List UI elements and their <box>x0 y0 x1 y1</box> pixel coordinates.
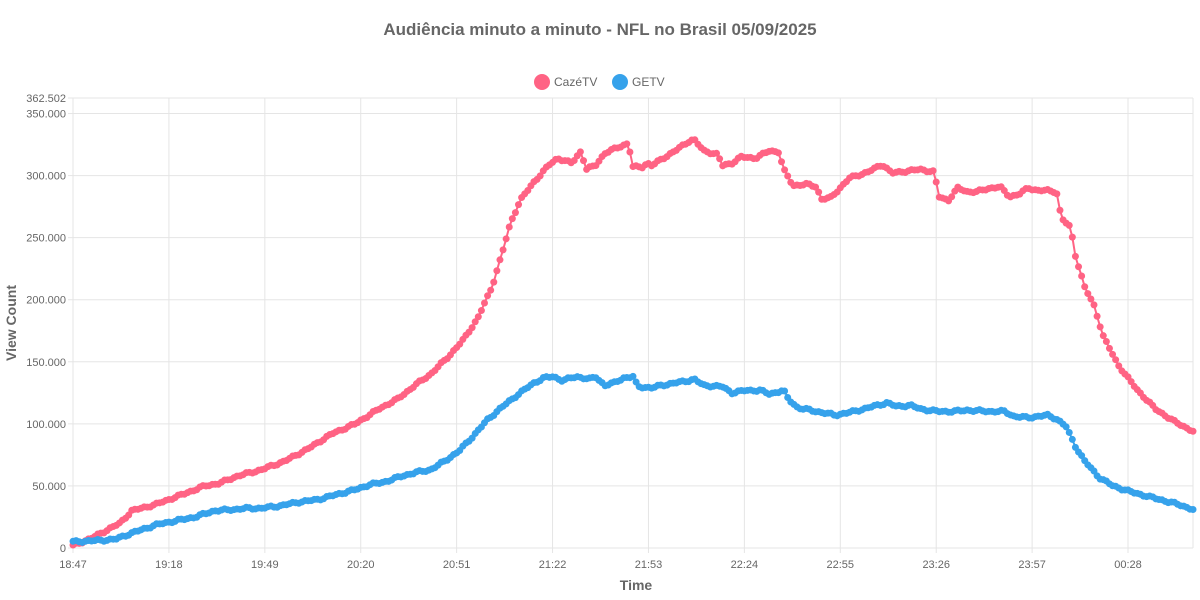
data-point[interactable] <box>1068 233 1076 241</box>
y-tick-label: 362.502 <box>26 93 66 105</box>
data-point[interactable] <box>1189 505 1197 513</box>
x-tick-label: 21:53 <box>635 559 663 571</box>
data-point[interactable] <box>508 215 516 223</box>
data-point[interactable] <box>1112 356 1120 364</box>
x-tick-label: 21:22 <box>539 559 567 571</box>
data-point[interactable] <box>713 149 721 157</box>
data-point[interactable] <box>1078 452 1086 460</box>
data-point[interactable] <box>629 372 637 380</box>
data-point[interactable] <box>471 318 479 326</box>
data-point[interactable] <box>1105 344 1113 352</box>
data-point[interactable] <box>1062 423 1070 431</box>
x-tick-label: 20:51 <box>443 559 471 571</box>
x-tick-label: 22:55 <box>827 559 855 571</box>
data-point[interactable] <box>474 313 482 321</box>
series-line <box>72 375 1194 544</box>
data-point[interactable] <box>480 299 488 307</box>
data-point[interactable] <box>1065 221 1073 229</box>
data-point[interactable] <box>580 157 587 165</box>
y-axis-ticks: 0 50.000 100.000 150.000 200.000 250.000 300.0… <box>26 93 73 555</box>
data-point[interactable] <box>511 209 519 217</box>
data-point[interactable] <box>623 140 631 148</box>
x-tick-label: 22:24 <box>731 559 759 571</box>
x-axis-title: Time <box>620 577 653 593</box>
x-tick-label: 18:47 <box>59 559 87 571</box>
y-tick-label: 0 <box>60 543 66 555</box>
x-tick-label: 23:57 <box>1018 559 1046 571</box>
data-point[interactable] <box>1090 301 1098 309</box>
data-point[interactable] <box>484 292 492 300</box>
data-point[interactable] <box>493 267 501 275</box>
data-point[interactable] <box>496 256 504 264</box>
y-tick-label: 250.000 <box>26 233 66 245</box>
x-tick-label: 23:26 <box>922 559 950 571</box>
y-tick-label: 350.000 <box>26 109 66 121</box>
data-point[interactable] <box>1087 295 1095 303</box>
y-tick-label: 50.000 <box>32 481 66 493</box>
y-axis-title: View Count <box>3 285 19 361</box>
data-point[interactable] <box>1068 435 1076 443</box>
y-tick-label: 200.000 <box>26 295 66 307</box>
series-getv <box>69 372 1197 546</box>
data-point[interactable] <box>468 324 476 332</box>
data-point[interactable] <box>477 307 485 315</box>
legend-label-getv: GETV <box>632 75 665 89</box>
data-point[interactable] <box>576 148 584 156</box>
chart-title: Audiência minuto a minuto - NFL no Brasi… <box>383 20 816 39</box>
legend-swatch-cazetv <box>534 74 550 90</box>
data-point[interactable] <box>932 178 940 186</box>
data-point[interactable] <box>1065 428 1073 436</box>
legend-swatch-getv <box>612 74 628 90</box>
data-point[interactable] <box>1109 350 1117 358</box>
data-point[interactable] <box>1099 332 1107 340</box>
data-point[interactable] <box>1078 272 1086 280</box>
data-point[interactable] <box>1084 290 1092 298</box>
series-caz-tv <box>69 136 1197 549</box>
data-point[interactable] <box>929 167 937 175</box>
y-tick-label: 300.000 <box>26 171 66 183</box>
y-tick-label: 150.000 <box>26 357 66 369</box>
data-point[interactable] <box>1096 323 1104 331</box>
data-point[interactable] <box>778 158 786 166</box>
x-tick-label: 19:49 <box>251 559 279 571</box>
series-line <box>72 138 1194 546</box>
x-tick-label: 00:28 <box>1114 559 1142 571</box>
legend[interactable]: CazéTV GETV <box>534 74 665 90</box>
data-point[interactable] <box>781 387 789 395</box>
data-point[interactable] <box>1081 283 1089 291</box>
data-point[interactable] <box>505 223 513 231</box>
data-point[interactable] <box>536 172 544 180</box>
data-point[interactable] <box>815 188 823 196</box>
data-point[interactable] <box>515 201 523 209</box>
data-point[interactable] <box>716 155 724 163</box>
data-point[interactable] <box>781 166 789 174</box>
data-point[interactable] <box>1115 362 1123 370</box>
data-point[interactable] <box>784 172 792 180</box>
data-point[interactable] <box>1075 263 1083 271</box>
grid <box>72 97 1194 549</box>
x-tick-label: 19:18 <box>155 559 183 571</box>
data-point[interactable] <box>1102 338 1110 346</box>
data-point[interactable] <box>487 286 495 294</box>
data-point[interactable] <box>948 193 956 201</box>
x-tick-label: 20:20 <box>347 559 375 571</box>
y-tick-label: 100.000 <box>26 419 66 431</box>
data-point[interactable] <box>626 148 634 156</box>
data-point[interactable] <box>1053 190 1061 198</box>
series-layer <box>69 136 1197 549</box>
legend-label-cazetv: CazéTV <box>554 75 597 89</box>
data-point[interactable] <box>1189 427 1197 435</box>
data-point[interactable] <box>490 278 498 286</box>
data-point[interactable] <box>1071 252 1079 260</box>
x-axis-ticks: 18:47 19:18 19:49 20:20 20:51 21:22 21:53 22:24… <box>59 548 1142 571</box>
data-point[interactable] <box>499 246 507 254</box>
data-point[interactable] <box>502 235 510 243</box>
data-point[interactable] <box>1093 312 1101 320</box>
data-point[interactable] <box>1056 206 1064 214</box>
data-point[interactable] <box>774 149 782 157</box>
